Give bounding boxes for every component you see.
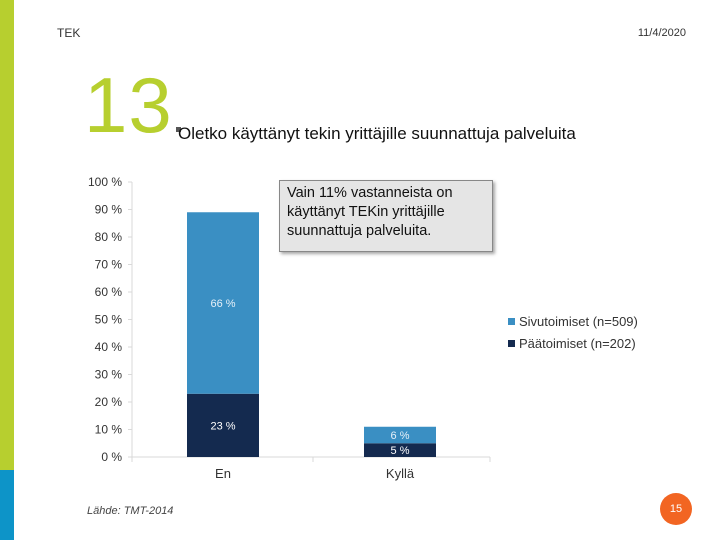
legend-swatch-paatoimiset bbox=[508, 339, 515, 347]
y-tick-label: 60 % bbox=[95, 285, 123, 299]
callout-line-2: käyttänyt TEKin yrittäjille bbox=[287, 204, 445, 220]
bar-paatoimiset-1 bbox=[364, 443, 436, 457]
legend-label-paatoimiset: Päätoimiset (n=202) bbox=[519, 335, 636, 351]
slide-number: 13 bbox=[84, 61, 173, 149]
page-number-badge: 15 bbox=[660, 493, 692, 525]
y-tick-label: 30 % bbox=[95, 368, 123, 382]
bar-sivutoimiset-0 bbox=[187, 212, 259, 394]
y-tick-label: 70 % bbox=[95, 258, 123, 272]
data-label-sivutoimiset-1: 6 % bbox=[391, 430, 410, 442]
x-category-label: Kyllä bbox=[386, 466, 415, 481]
header-brand: TEK bbox=[57, 26, 81, 40]
legend-label-sivutoimiset: Sivutoimiset (n=509) bbox=[519, 313, 638, 329]
source-note: Lähde: TMT-2014 bbox=[87, 505, 174, 517]
data-label-paatoimiset-0: 23 % bbox=[210, 420, 235, 432]
legend-item-sivutoimiset: Sivutoimiset (n=509) bbox=[508, 310, 638, 332]
chart-legend: Sivutoimiset (n=509) Päätoimiset (n=202) bbox=[508, 310, 638, 354]
y-tick-label: 0 % bbox=[101, 450, 122, 464]
y-tick-label: 100 % bbox=[88, 175, 122, 189]
data-label-sivutoimiset-0: 66 % bbox=[210, 298, 235, 310]
y-tick-label: 10 % bbox=[95, 423, 123, 437]
y-tick-label: 20 % bbox=[95, 395, 123, 409]
slide-question: Oletko käyttänyt tekin yrittäjille suunn… bbox=[178, 124, 576, 143]
legend-item-paatoimiset: Päätoimiset (n=202) bbox=[508, 332, 638, 354]
callout-line-3: suunnattuja palveluita. bbox=[287, 223, 432, 239]
callout-box: Vain 11% vastanneista on käyttänyt TEKin… bbox=[279, 180, 493, 252]
accent-bar-bottom bbox=[0, 470, 14, 540]
accent-bar bbox=[0, 0, 14, 540]
y-tick-label: 80 % bbox=[95, 230, 123, 244]
header-date: 11/4/2020 bbox=[637, 27, 686, 39]
x-category-label: En bbox=[215, 466, 231, 481]
bar-paatoimiset-0 bbox=[187, 393, 259, 457]
bar-sivutoimiset-1 bbox=[364, 426, 436, 444]
data-label-paatoimiset-1: 5 % bbox=[391, 445, 410, 457]
legend-swatch-sivutoimiset bbox=[508, 317, 515, 325]
y-tick-label: 90 % bbox=[95, 203, 123, 217]
y-tick-label: 50 % bbox=[95, 313, 123, 327]
y-tick-label: 40 % bbox=[95, 340, 123, 354]
title-bullet bbox=[176, 127, 181, 132]
callout-line-1: Vain 11% vastanneista on bbox=[287, 185, 453, 201]
